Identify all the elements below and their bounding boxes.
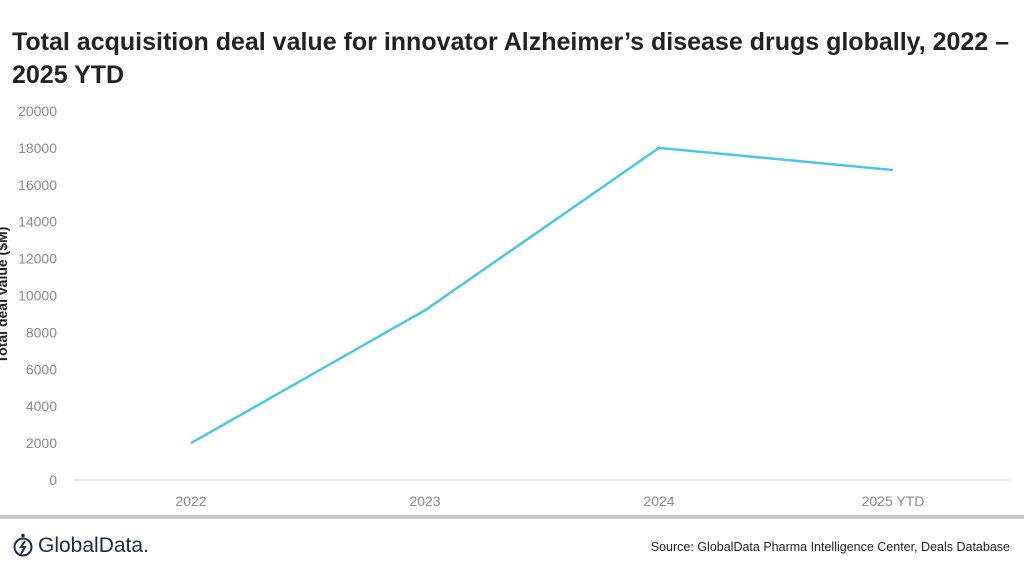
x-tick-label: 2023 — [409, 493, 440, 509]
y-tick-label: 4000 — [26, 398, 57, 414]
footer-divider — [0, 515, 1024, 519]
globaldata-logo: GlobalData. — [12, 533, 149, 559]
y-tick-label: 18000 — [18, 140, 57, 156]
line-chart: 0 2000 4000 6000 8000 10000 12000 14000 16000 180… — [0, 103, 1010, 509]
y-axis-label: Total deal value ($M) — [0, 227, 10, 364]
y-tick-label: 2000 — [26, 435, 57, 451]
y-tick-label: 14000 — [18, 214, 57, 230]
y-tick-label: 10000 — [18, 288, 57, 304]
series-line — [190, 146, 894, 445]
source-note: Source: GlobalData Pharma Intelligence C… — [650, 540, 1010, 554]
x-tick-label: 2025 YTD — [862, 493, 925, 509]
y-tick-label: 6000 — [26, 361, 57, 377]
y-tick-label: 0 — [49, 472, 57, 488]
x-tick-label: 2024 — [643, 493, 674, 509]
y-tick-label: 12000 — [18, 251, 57, 267]
x-tick-label: 2022 — [175, 493, 206, 509]
y-tick-label: 8000 — [26, 324, 57, 340]
globaldata-logo-icon — [13, 533, 33, 557]
y-tick-label: 20000 — [18, 103, 57, 119]
chart-title: Total acquisition deal value for innovat… — [12, 28, 1010, 89]
y-tick-label: 16000 — [18, 177, 57, 193]
logo-text: GlobalData. — [38, 534, 149, 557]
